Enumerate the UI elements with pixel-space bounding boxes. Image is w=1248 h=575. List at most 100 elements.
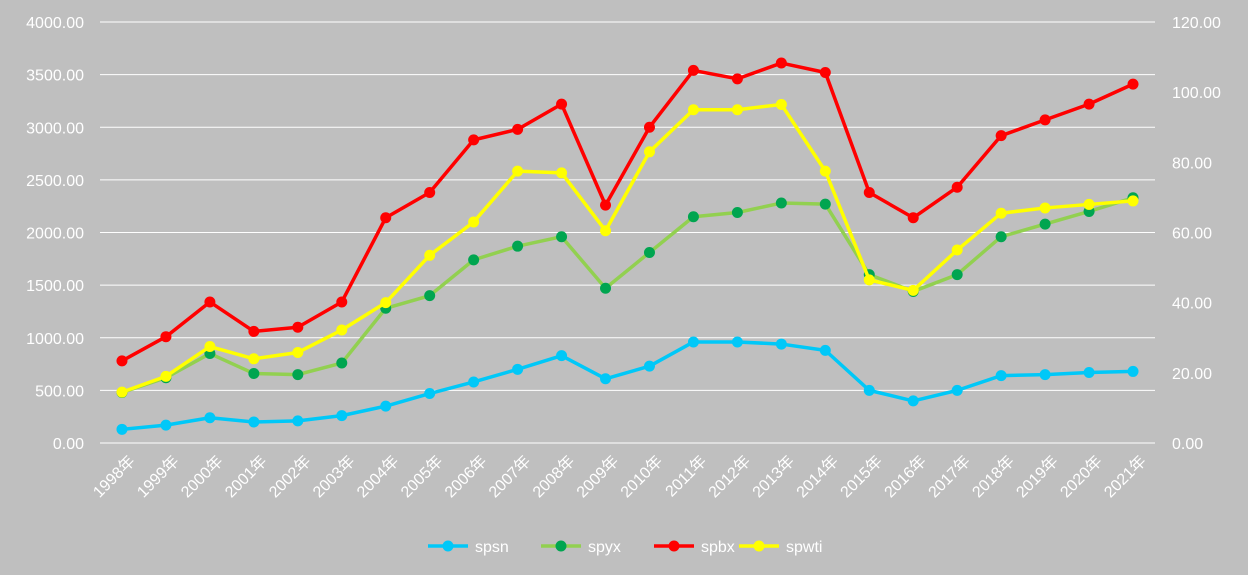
data-point-spbx [775, 57, 787, 69]
legend-item-spyx: spyx [541, 539, 621, 556]
left-axis-ticks: 0.00 500.00 1000.00 1500.00 2000.00 2500.00 30… [26, 15, 84, 453]
data-point-spbx [1039, 114, 1051, 126]
data-point-spsn [1083, 366, 1095, 378]
data-point-spyx [424, 290, 436, 302]
data-point-spwti [292, 346, 304, 358]
x-tick-label: 2004年 [353, 452, 402, 501]
data-point-spbx [687, 64, 699, 76]
data-point-spwti [863, 274, 875, 286]
legend-label: spsn [475, 539, 509, 556]
data-point-spwti [380, 297, 392, 309]
data-point-spwti [204, 341, 216, 353]
y-left-tick-label: 4000.00 [26, 15, 84, 32]
data-point-spbx [556, 98, 568, 110]
data-point-spwti [687, 104, 699, 116]
data-point-spyx [775, 197, 787, 209]
series-spbx [116, 57, 1139, 367]
data-point-spbx [160, 331, 172, 343]
data-point-spsn [468, 376, 480, 388]
x-tick-label: 2018年 [969, 452, 1018, 501]
x-tick-label: 2019年 [1013, 452, 1062, 501]
y-right-tick-label: 120.00 [1172, 15, 1221, 32]
y-right-tick-label: 0.00 [1172, 436, 1203, 453]
data-point-spyx [512, 240, 524, 252]
y-right-tick-label: 80.00 [1172, 155, 1212, 172]
x-axis-ticks: 1998年1999年2000年2001年2002年2003年2004年2005年… [90, 452, 1150, 501]
data-point-spwti [336, 324, 348, 336]
data-point-spsn [512, 363, 524, 375]
x-tick-label: 2007年 [485, 452, 534, 501]
data-point-spsn [248, 416, 260, 428]
data-point-spwti [424, 249, 436, 261]
data-point-spsn [907, 395, 919, 407]
legend-item-spsn: spsn [428, 539, 509, 556]
data-point-spwti [1127, 195, 1139, 207]
data-point-spbx [643, 121, 655, 133]
y-left-tick-label: 2500.00 [26, 173, 84, 190]
data-point-spyx [819, 198, 831, 210]
data-point-spbx [248, 325, 260, 337]
data-point-spbx [292, 321, 304, 333]
data-point-spsn [556, 350, 568, 362]
y-right-tick-label: 40.00 [1172, 296, 1212, 313]
x-tick-label: 2002年 [265, 452, 314, 501]
y-left-tick-label: 3000.00 [26, 120, 84, 137]
series-spsn [116, 336, 1139, 435]
data-point-spsn [1127, 365, 1139, 377]
data-point-spwti [951, 244, 963, 256]
data-point-spbx [336, 296, 348, 308]
y-left-tick-label: 2000.00 [26, 226, 84, 243]
data-point-spbx [1127, 78, 1139, 90]
data-point-spbx [819, 67, 831, 79]
data-point-spwti [512, 165, 524, 177]
data-point-spbx [951, 181, 963, 193]
x-tick-label: 2017年 [925, 452, 974, 501]
series-spyx [116, 192, 1139, 398]
data-point-spsn [819, 344, 831, 356]
data-point-spwti [775, 98, 787, 110]
x-tick-label: 2001年 [221, 452, 270, 501]
data-point-spyx [336, 357, 348, 369]
data-point-spyx [951, 269, 963, 281]
data-point-spwti [468, 216, 480, 228]
data-point-spwti [1039, 202, 1051, 214]
x-tick-label: 2011年 [662, 452, 710, 500]
data-point-spbx [424, 187, 436, 199]
data-point-spsn [600, 373, 612, 385]
data-point-spyx [600, 282, 612, 294]
x-tick-label: 2016年 [881, 452, 930, 501]
legend-swatch-marker [668, 540, 680, 552]
y-left-tick-label: 500.00 [35, 383, 84, 400]
data-point-spwti [248, 353, 260, 365]
data-point-spyx [556, 231, 568, 243]
data-point-spyx [687, 211, 699, 223]
y-left-tick-label: 1500.00 [26, 278, 84, 295]
data-point-spbx [731, 73, 743, 85]
x-tick-label: 2021年 [1101, 452, 1150, 501]
x-tick-label: 2020年 [1057, 452, 1106, 501]
x-tick-label: 2012年 [705, 452, 754, 501]
legend-swatch-marker [442, 540, 454, 552]
y-left-tick-label: 0.00 [53, 436, 84, 453]
data-point-spbx [204, 296, 216, 308]
x-tick-label: 2005年 [397, 452, 446, 501]
series-spwti [116, 98, 1139, 398]
data-point-spsn [731, 336, 743, 348]
x-tick-label: 2013年 [749, 452, 798, 501]
data-point-spwti [1083, 198, 1095, 210]
data-point-spyx [731, 207, 743, 219]
data-point-spwti [819, 165, 831, 177]
y-right-tick-label: 100.00 [1172, 85, 1221, 102]
legend-swatch-marker [555, 540, 567, 552]
y-left-tick-label: 1000.00 [26, 331, 84, 348]
x-tick-label: 2009年 [573, 452, 622, 501]
x-tick-label: 2003年 [309, 452, 358, 501]
x-tick-label: 2015年 [837, 452, 886, 501]
data-point-spsn [687, 336, 699, 348]
x-tick-label: 1998年 [90, 452, 139, 501]
legend-label: spbx [701, 539, 735, 556]
data-point-spwti [600, 225, 612, 237]
data-point-spsn [380, 400, 392, 412]
series-line-spbx [121, 61, 1134, 363]
data-point-spbx [907, 212, 919, 224]
